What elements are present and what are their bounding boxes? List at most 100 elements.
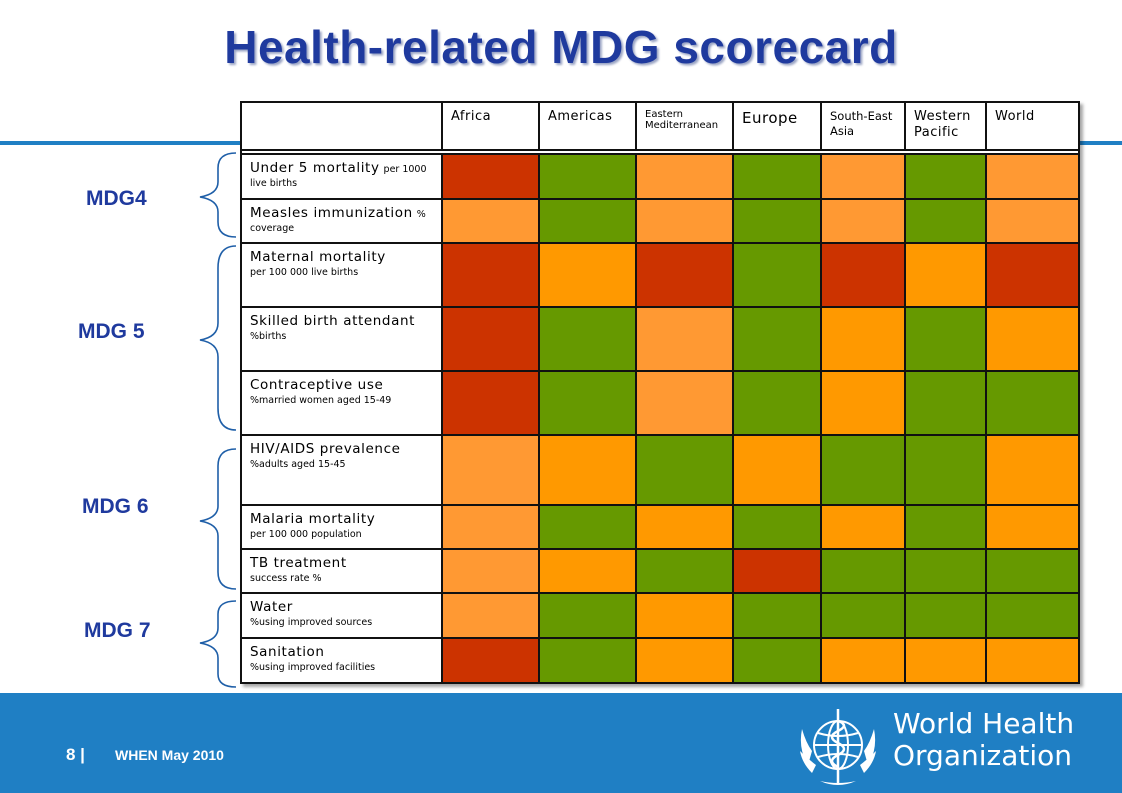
score-cell: [635, 504, 734, 550]
score-cell: [441, 592, 540, 639]
indicator-cell: Contraceptive use %married women aged 15-…: [240, 370, 443, 436]
score-cell: [904, 370, 987, 436]
indicator-name: TB treatment: [250, 555, 435, 571]
score-cell: [635, 198, 734, 244]
score-cell: [904, 153, 987, 200]
score-cell: [904, 242, 987, 308]
score-cell: [904, 198, 987, 244]
score-cell: [732, 306, 822, 372]
score-cell: [904, 434, 987, 506]
who-name: World Health Organization: [893, 708, 1074, 772]
page-number: 8 |: [66, 745, 85, 764]
table-row: Under 5 mortality per 1000 live births: [240, 153, 1080, 200]
indicator-name: Under 5 mortality per 1000: [250, 160, 435, 176]
header-gap-row: [240, 150, 1080, 154]
indicator-unit: %using improved facilities: [250, 662, 376, 673]
mdg-group-label: MDG 6: [82, 495, 149, 518]
indicator-cell: Maternal mortality per 100 000 live birth…: [240, 242, 443, 308]
table-header-row: Africa Americas Eastern Mediterranean Eu…: [240, 101, 1080, 151]
score-cell: [441, 153, 540, 200]
score-cell: [732, 370, 822, 436]
indicator-name-text: Contraceptive use: [250, 377, 384, 393]
score-cell: [985, 370, 1080, 436]
indicator-name-text: Skilled birth attendant: [250, 313, 416, 329]
score-cell: [635, 242, 734, 308]
score-cell: [904, 637, 987, 684]
score-cell: [538, 504, 637, 550]
score-cell: [732, 637, 822, 684]
table-row: Skilled birth attendant %births: [240, 306, 1080, 372]
scorecard-table: Africa Americas Eastern Mediterranean Eu…: [240, 101, 1080, 684]
indicator-unit: %married women aged 15-49: [250, 395, 392, 406]
indicator-unit-inline: per 1000: [383, 164, 427, 175]
score-cell: [732, 434, 822, 506]
column-header-americas: Americas: [538, 101, 637, 151]
score-cell: [985, 592, 1080, 639]
indicator-name: Malaria mortality: [250, 511, 435, 527]
column-header-world: World: [985, 101, 1080, 151]
score-cell: [985, 198, 1080, 244]
indicator-name: Measles immunization%: [250, 205, 435, 221]
score-cell: [820, 242, 906, 308]
score-cell: [441, 637, 540, 684]
footer-bar: [0, 693, 1122, 793]
indicator-name: Contraceptive use: [250, 377, 435, 393]
indicator-name: Maternal mortality: [250, 249, 435, 265]
score-cell: [732, 153, 822, 200]
indicator-unit: %births: [250, 331, 287, 342]
table-row: Maternal mortality per 100 000 live birth…: [240, 242, 1080, 308]
table-row: Malaria mortality per 100 000 population: [240, 504, 1080, 550]
mdg-group-label: MDG 7: [84, 619, 151, 642]
group-brace-icon: [199, 448, 237, 590]
score-cell: [635, 637, 734, 684]
indicator-name: HIV/AIDS prevalence: [250, 441, 435, 457]
indicator-cell: Sanitation %using improved facilities: [240, 637, 443, 684]
indicator-name: Water: [250, 599, 435, 615]
header-corner: [240, 101, 443, 151]
score-cell: [985, 637, 1080, 684]
score-cell: [635, 306, 734, 372]
score-cell: [538, 370, 637, 436]
who-name-line1: World Health: [893, 707, 1075, 740]
indicator-cell: Skilled birth attendant %births: [240, 306, 443, 372]
column-header-europe: Europe: [732, 101, 822, 151]
indicator-name: Sanitation: [250, 644, 435, 660]
indicator-unit: %adults aged 15-45: [250, 459, 346, 470]
score-cell: [820, 504, 906, 550]
indicator-name: Skilled birth attendant: [250, 313, 435, 329]
indicator-name-text: Measles immunization: [250, 205, 413, 221]
indicator-name-text: Under 5 mortality: [250, 160, 380, 176]
score-cell: [820, 548, 906, 594]
score-cell: [441, 370, 540, 436]
indicator-name-text: HIV/AIDS prevalence: [250, 441, 401, 457]
column-header-western-pacific: Western Pacific: [904, 101, 987, 151]
indicator-unit-inline: %: [416, 209, 426, 220]
indicator-cell: Malaria mortality per 100 000 population: [240, 504, 443, 550]
indicator-cell: Measles immunization% coverage: [240, 198, 443, 244]
score-cell: [820, 370, 906, 436]
table-row: Sanitation %using improved facilities: [240, 637, 1080, 684]
indicator-unit: %using improved sources: [250, 617, 373, 628]
score-cell: [441, 504, 540, 550]
score-cell: [820, 637, 906, 684]
score-cell: [904, 504, 987, 550]
score-cell: [538, 306, 637, 372]
indicator-cell: Water %using improved sources: [240, 592, 443, 639]
mdg-group-label: MDG 5: [78, 320, 145, 343]
score-cell: [732, 592, 822, 639]
score-cell: [635, 370, 734, 436]
score-cell: [635, 434, 734, 506]
score-cell: [985, 504, 1080, 550]
score-cell: [441, 434, 540, 506]
indicator-unit: coverage: [250, 223, 295, 234]
score-cell: [820, 306, 906, 372]
who-emblem-icon: [800, 709, 876, 785]
indicator-name-text: TB treatment: [250, 555, 347, 571]
column-header-eastern-mediterranean: Eastern Mediterranean: [635, 101, 734, 151]
score-cell: [985, 306, 1080, 372]
indicator-unit: per 100 000 live births: [250, 267, 359, 278]
indicator-unit: success rate %: [250, 573, 322, 584]
table-row: Water %using improved sources: [240, 592, 1080, 639]
score-cell: [538, 242, 637, 308]
page-title: Health-related MDG scorecard: [224, 21, 898, 73]
